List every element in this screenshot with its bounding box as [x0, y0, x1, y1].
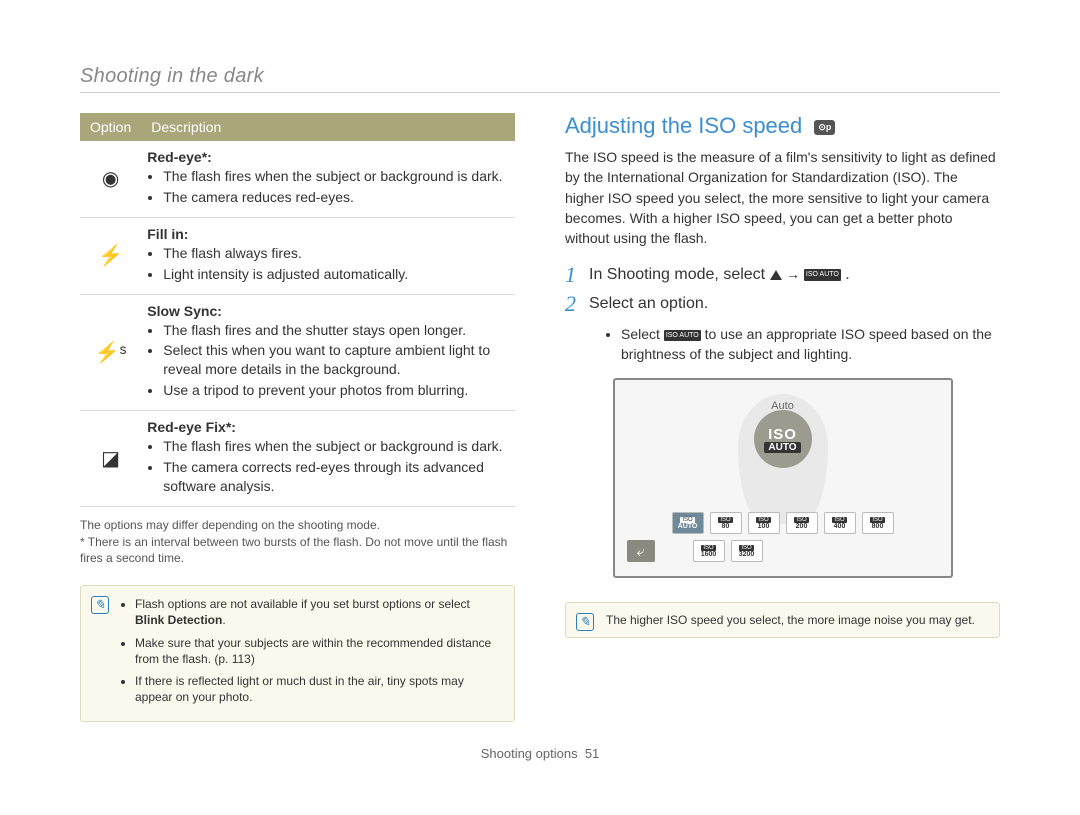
option-bullet: The camera reduces red-eyes. — [163, 188, 509, 207]
option-bullet: The flash always fires. — [163, 244, 509, 263]
info-item: Flash options are not available if you s… — [135, 596, 502, 628]
step-2-sub: Select ISO AUTO to use an appropriate IS… — [565, 325, 1000, 364]
table-header-description: Description — [141, 113, 515, 141]
flash-options-table: Option Description ◉ Red-eye*: The flash… — [80, 113, 515, 507]
camera-screen-preview: Auto ISO AUTO ISOAUTO ISO80 ISO100 ISO20… — [613, 378, 953, 578]
iso-auto-badge: ISO AUTO — [754, 410, 812, 468]
slow-sync-icon: ⚡ˢ — [80, 294, 141, 411]
step-text: Select an option. — [589, 293, 1000, 315]
info-box-right: ✎ The higher ISO speed you select, the m… — [565, 602, 1000, 638]
right-column: Adjusting the ISO speed ⊙p The ISO speed… — [565, 113, 1000, 722]
option-title: Fill in: — [147, 226, 509, 242]
iso-chip-row-1: ISOAUTO ISO80 ISO100 ISO200 ISO400 ISO80… — [672, 512, 894, 534]
left-column: Option Description ◉ Red-eye*: The flash… — [80, 113, 515, 722]
iso-chip[interactable]: ISO1600 — [693, 540, 725, 562]
info-item: If there is reflected light or much dust… — [135, 673, 502, 705]
iso-auto-mini-icon: ISO AUTO — [664, 330, 701, 342]
iso-chip[interactable]: ISO100 — [748, 512, 780, 534]
info-item: Make sure that your subjects are within … — [135, 635, 502, 667]
table-row: ◉ Red-eye*: The flash fires when the sub… — [80, 141, 515, 217]
table-header-option: Option — [80, 113, 141, 141]
two-column-layout: Option Description ◉ Red-eye*: The flash… — [80, 113, 1000, 722]
table-row: ◪ Red-eye Fix*: The flash fires when the… — [80, 411, 515, 507]
red-eye-fix-icon: ◪ — [80, 411, 141, 507]
info-text: The higher ISO speed you select, the mor… — [606, 613, 987, 627]
iso-chip-row-2: ISO1600 ISO3200 — [693, 540, 763, 562]
option-bullet: The camera corrects red-eyes through its… — [163, 458, 509, 496]
step-1: 1 In Shooting mode, select → ISO AUTO . — [565, 264, 1000, 286]
option-title: Red-eye Fix*: — [147, 419, 509, 435]
arrow-icon: → — [786, 266, 804, 282]
section-header: Shooting in the dark — [80, 65, 1000, 93]
footnote-line: The options may differ depending on the … — [80, 517, 515, 534]
info-icon: ✎ — [91, 596, 109, 614]
option-title: Red-eye*: — [147, 149, 509, 165]
step-number: 2 — [565, 293, 589, 315]
option-bullet: The flash fires when the subject or back… — [163, 437, 509, 456]
option-bullet: Select this when you want to capture amb… — [163, 341, 509, 379]
step-text: In Shooting mode, select → ISO AUTO . — [589, 264, 1000, 286]
info-box-left: ✎ Flash options are not available if you… — [80, 585, 515, 722]
step-2: 2 Select an option. — [565, 293, 1000, 315]
footnote-line: * There is an interval between two burst… — [80, 534, 515, 568]
page-footer: Shooting options 51 — [80, 746, 1000, 761]
info-icon: ✎ — [576, 613, 594, 631]
up-icon — [770, 270, 782, 280]
iso-chip[interactable]: ISO400 — [824, 512, 856, 534]
option-bullet: The flash fires when the subject or back… — [163, 167, 509, 186]
iso-auto-mini-icon: ISO AUTO — [804, 269, 841, 281]
option-title: Slow Sync: — [147, 303, 509, 319]
iso-chip[interactable]: ISO3200 — [731, 540, 763, 562]
red-eye-icon: ◉ — [80, 141, 141, 217]
option-bullet: The flash fires and the shutter stays op… — [163, 321, 509, 340]
iso-intro-paragraph: The ISO speed is the measure of a film's… — [565, 147, 1000, 248]
back-button[interactable]: ⤶ — [627, 540, 655, 562]
iso-chip[interactable]: ISO200 — [786, 512, 818, 534]
table-row: ⚡ˢ Slow Sync: The flash fires and the sh… — [80, 294, 515, 411]
iso-section-title: Adjusting the ISO speed ⊙p — [565, 113, 1000, 139]
footnotes: The options may differ depending on the … — [80, 517, 515, 567]
iso-chip[interactable]: ISOAUTO — [672, 512, 704, 534]
mode-badge: ⊙p — [814, 120, 835, 135]
option-bullet: Use a tripod to prevent your photos from… — [163, 381, 509, 400]
steps-list: 1 In Shooting mode, select → ISO AUTO . … — [565, 264, 1000, 315]
iso-chip[interactable]: ISO80 — [710, 512, 742, 534]
step-number: 1 — [565, 264, 589, 286]
fill-in-icon: ⚡ — [80, 217, 141, 294]
table-row: ⚡ Fill in: The flash always fires. Light… — [80, 217, 515, 294]
option-bullet: Light intensity is adjusted automaticall… — [163, 265, 509, 284]
iso-chip[interactable]: ISO800 — [862, 512, 894, 534]
